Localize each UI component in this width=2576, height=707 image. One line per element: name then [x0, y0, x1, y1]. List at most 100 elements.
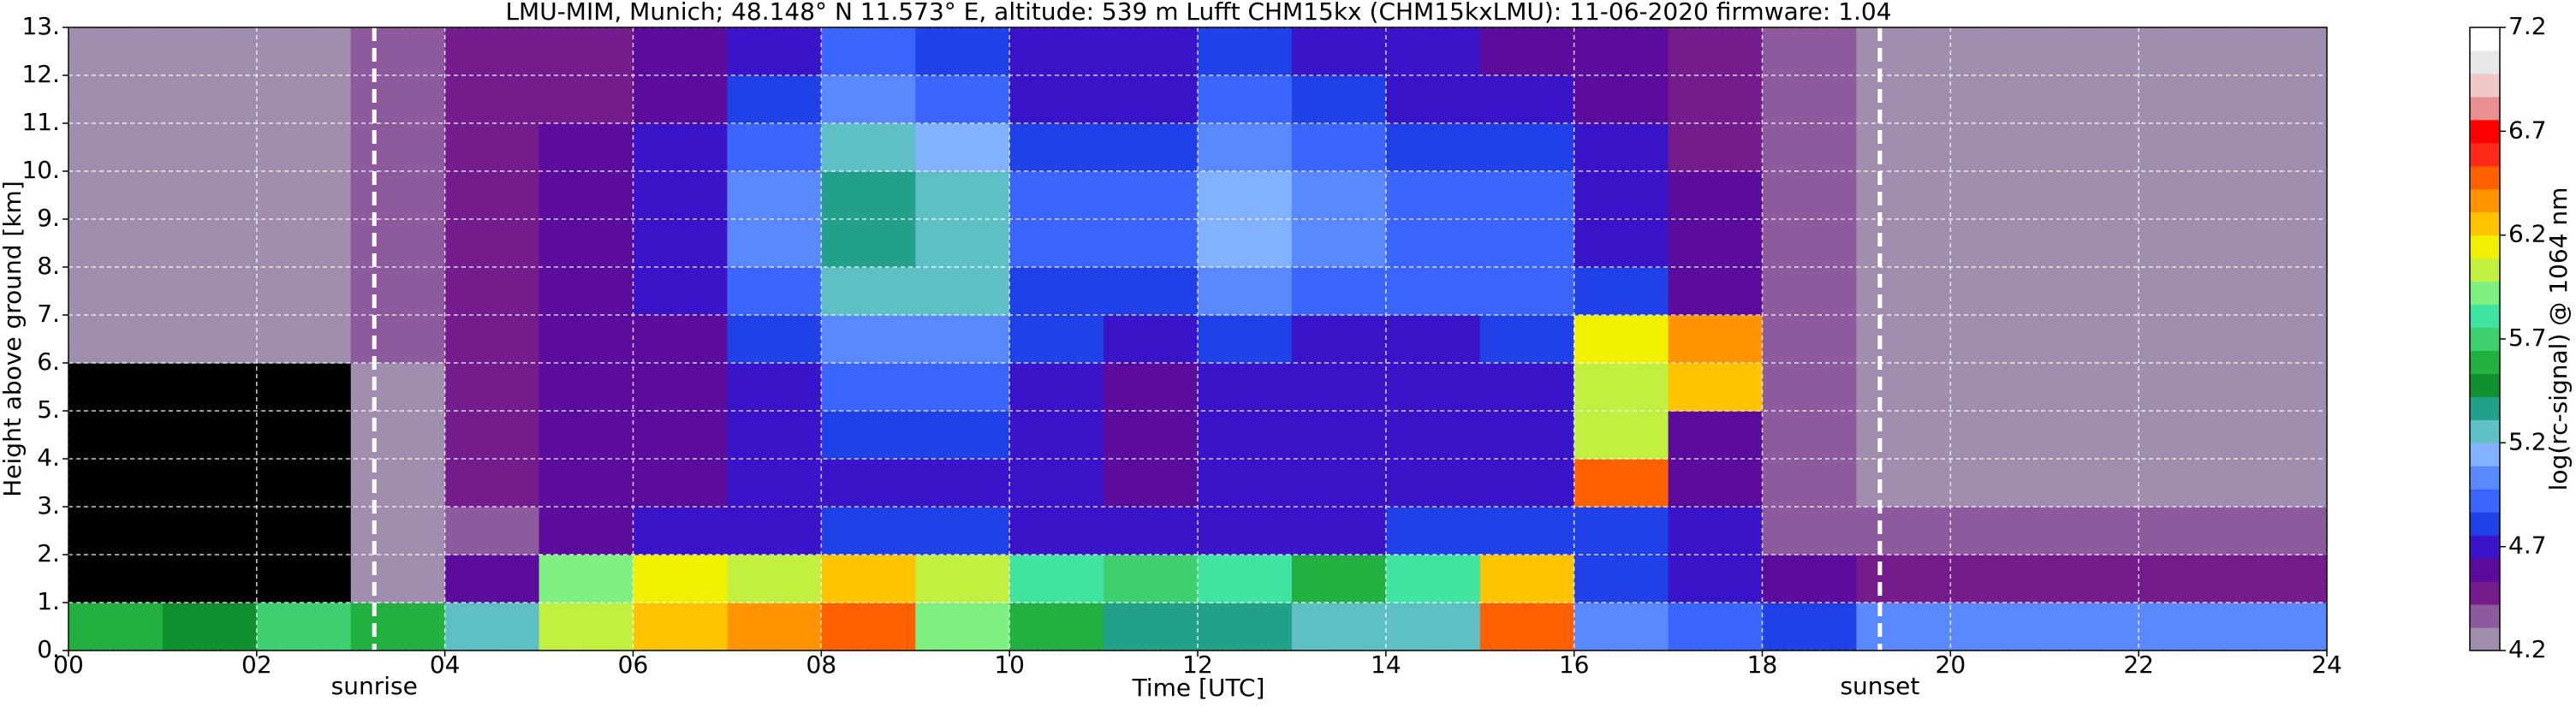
heatmap-cell [1198, 219, 1293, 268]
heatmap-cell [1009, 123, 1104, 172]
heatmap-cell [1291, 459, 1387, 508]
heatmap-cell [1762, 75, 1857, 124]
heatmap-cell [350, 363, 446, 412]
heatmap-cell [1291, 75, 1387, 124]
heatmap-cell [633, 123, 728, 172]
heatmap-cell [256, 267, 352, 316]
heatmap-cell [68, 27, 164, 76]
heatmap-cell [1291, 171, 1387, 220]
colorbar-swatch [2470, 373, 2500, 397]
heatmap-cell [1479, 171, 1575, 220]
y-tick-label: 0. [37, 635, 60, 663]
heatmap-cell [1291, 555, 1387, 603]
heatmap-cell [1668, 363, 1763, 412]
heatmap-cell [256, 171, 352, 220]
colorbar-swatch [2470, 419, 2500, 443]
heatmap-cell [2233, 363, 2328, 412]
heatmap-cell [1009, 555, 1104, 603]
x-axis-label: Time [UTC] [1132, 674, 1265, 702]
heatmap-cell [727, 603, 822, 651]
heatmap-cell [1668, 267, 1763, 316]
heatmap-cell [1668, 123, 1763, 172]
heatmap-cell [1668, 411, 1763, 460]
heatmap-cell [1198, 27, 1293, 76]
heatmap-cell [1574, 267, 1669, 316]
heatmap-cell [727, 219, 822, 268]
heatmap-cell [1762, 123, 1857, 172]
heatmap-cell [2044, 555, 2139, 603]
heatmap-cell [727, 171, 822, 220]
heatmap-cell [2233, 27, 2328, 76]
heatmap-cell [1574, 75, 1669, 124]
heatmap-cell [1856, 123, 1951, 172]
heatmap-cell [1856, 507, 1951, 556]
heatmap-cell [1198, 315, 1293, 364]
heatmap-cell [1291, 603, 1387, 651]
heatmap-cell [68, 267, 164, 316]
heatmap-cell [2044, 411, 2139, 460]
heatmap-cell [444, 171, 540, 220]
y-tick-label: 12. [21, 60, 60, 88]
heatmap-cell [1104, 555, 1199, 603]
heatmap-cell [2233, 555, 2328, 603]
x-tick-label: 14 [1371, 651, 1401, 679]
heatmap-cell [162, 123, 258, 172]
heatmap-cell [1950, 459, 2045, 508]
heatmap-cell [68, 315, 164, 364]
colorbar-swatch [2470, 443, 2500, 466]
heatmap-cell [2139, 219, 2234, 268]
event-label: sunset [1840, 672, 1919, 700]
heatmap-cell [1198, 603, 1293, 651]
heatmap-cell [727, 315, 822, 364]
x-tick-label: 24 [2311, 651, 2342, 679]
heatmap-cell [68, 411, 164, 460]
heatmap-cell [915, 219, 1010, 268]
heatmap-cell [1856, 603, 1951, 651]
heatmap-cell [2044, 363, 2139, 412]
heatmap-cell [1009, 315, 1104, 364]
heatmap-cell [2233, 123, 2328, 172]
heatmap-cell [915, 411, 1010, 460]
heatmap-cell [162, 267, 258, 316]
x-tick-label: 10 [994, 651, 1025, 679]
heatmap-cell [1574, 123, 1669, 172]
heatmap-cell [2233, 315, 2328, 364]
heatmap-cell [1104, 411, 1199, 460]
heatmap-cell [350, 603, 446, 651]
x-tick-label: 20 [1936, 651, 1966, 679]
heatmap-cell [727, 123, 822, 172]
heatmap-cell [256, 459, 352, 508]
heatmap-cell [2139, 603, 2234, 651]
heatmap-cell [1479, 459, 1575, 508]
heatmap-cell [538, 75, 634, 124]
colorbar-swatch [2470, 119, 2500, 144]
heatmap-cell [350, 219, 446, 268]
colorbar-swatch [2470, 627, 2500, 651]
heatmap-cell [2233, 75, 2328, 124]
heatmap-cell [1668, 507, 1763, 556]
heatmap-cell [2233, 219, 2328, 268]
heatmap-cell [727, 411, 822, 460]
heatmap-cell [1574, 27, 1669, 76]
heatmap-cell [2139, 459, 2234, 508]
heatmap-cell [915, 507, 1010, 556]
heatmap-cell [1009, 363, 1104, 412]
heatmap-cell [538, 171, 634, 220]
heatmap-cell [1479, 267, 1575, 316]
heatmap-cell [2139, 507, 2234, 556]
colorbar-swatch [2470, 235, 2500, 259]
heatmap-cell [1856, 267, 1951, 316]
heatmap-cell [727, 363, 822, 412]
heatmap-cell [68, 603, 164, 651]
heatmap-cell [256, 603, 352, 651]
colorbar-swatch [2470, 165, 2500, 190]
heatmap-cell [350, 555, 446, 603]
heatmap-cell [1574, 219, 1669, 268]
heatmap-cell [1385, 219, 1481, 268]
heatmap-cell [1104, 507, 1199, 556]
x-tick-label: 02 [241, 651, 272, 679]
heatmap-cell [162, 459, 258, 508]
heatmap-cell [1009, 411, 1104, 460]
heatmap-cell [68, 75, 164, 124]
heatmap-cell [1198, 459, 1293, 508]
